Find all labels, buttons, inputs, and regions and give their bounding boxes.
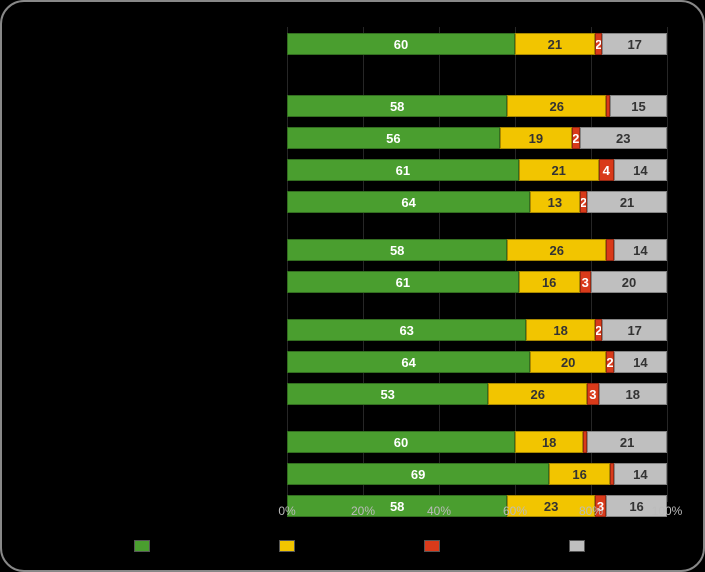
bar-segment-green: 60 (287, 33, 515, 55)
legend-item-red (424, 540, 446, 552)
bar-segment-gray: 23 (580, 127, 667, 149)
legend (72, 540, 653, 552)
bar-segment-green: 58 (287, 239, 507, 261)
bar-segment-yellow: 21 (515, 33, 595, 55)
swatch-yellow-icon (279, 540, 295, 552)
x-tick-label: 40% (427, 504, 451, 518)
bar-segment-red: 2 (606, 351, 614, 373)
bar-segment-red: 2 (580, 191, 588, 213)
bar-segment-red: 2 (595, 33, 603, 55)
swatch-gray-icon (569, 540, 585, 552)
bar-segment-gray: 18 (599, 383, 667, 405)
bar-segment-green: 61 (287, 159, 519, 181)
bar-row: 601821 (287, 431, 667, 453)
bar-row: 5619223 (287, 127, 667, 149)
bar-segment-red (606, 239, 614, 261)
bar-segment-yellow: 20 (530, 351, 606, 373)
bar-segment-gray: 21 (587, 431, 667, 453)
bar-segment-yellow: 26 (507, 239, 606, 261)
x-tick-label: 60% (503, 504, 527, 518)
bar-segment-gray: 14 (614, 239, 667, 261)
bar-segment-green: 58 (287, 95, 507, 117)
bar-segment-yellow: 18 (515, 431, 583, 453)
bar-row: 5326318 (287, 383, 667, 405)
bar-segment-gray: 15 (610, 95, 667, 117)
bar-segment-green: 56 (287, 127, 500, 149)
bar-row: 6420214 (287, 351, 667, 373)
bar-row: 582615 (287, 95, 667, 117)
bar-segment-green: 53 (287, 383, 488, 405)
legend-item-green (134, 540, 156, 552)
bar-segment-red: 2 (595, 319, 603, 341)
bar-segment-green: 69 (287, 463, 549, 485)
bar-segment-gray: 14 (614, 463, 667, 485)
bar-segment-green: 60 (287, 431, 515, 453)
bar-segment-green: 64 (287, 351, 530, 373)
x-tick-label: 100% (652, 504, 683, 518)
bar-segment-gray: 14 (614, 351, 667, 373)
bar-row: 6121414 (287, 159, 667, 181)
swatch-green-icon (134, 540, 150, 552)
bar-segment-yellow: 26 (488, 383, 587, 405)
bar-segment-yellow: 26 (507, 95, 606, 117)
bar-segment-gray: 17 (602, 319, 667, 341)
x-tick-label: 80% (579, 504, 603, 518)
bar-row: 691614 (287, 463, 667, 485)
x-tick-label: 20% (351, 504, 375, 518)
bar-segment-red: 3 (587, 383, 598, 405)
x-tick-label: 0% (278, 504, 295, 518)
bar-segment-red: 2 (572, 127, 580, 149)
bar-segment-gray: 17 (602, 33, 667, 55)
legend-item-gray (569, 540, 591, 552)
swatch-red-icon (424, 540, 440, 552)
bar-row: 6021217 (287, 33, 667, 55)
bar-row: 6413221 (287, 191, 667, 213)
bar-segment-red: 3 (580, 271, 591, 293)
bar-segment-yellow: 16 (519, 271, 580, 293)
bar-segment-gray: 21 (587, 191, 667, 213)
bar-segment-red: 4 (599, 159, 614, 181)
bar-segment-yellow: 19 (500, 127, 572, 149)
bar-segment-gray: 14 (614, 159, 667, 181)
legend-item-yellow (279, 540, 301, 552)
bar-segment-yellow: 16 (549, 463, 610, 485)
gridline (667, 27, 668, 502)
bar-row: 6318217 (287, 319, 667, 341)
chart-container: 6021217582615561922361214146413221582614… (0, 0, 705, 572)
x-axis: 0%20%40%60%80%100% (287, 504, 667, 524)
bar-segment-green: 64 (287, 191, 530, 213)
bar-row: 5826 14 (287, 239, 667, 261)
bar-segment-gray: 20 (591, 271, 667, 293)
bar-segment-green: 63 (287, 319, 526, 341)
bar-segment-yellow: 18 (526, 319, 594, 341)
bar-segment-green: 61 (287, 271, 519, 293)
bar-segment-yellow: 21 (519, 159, 599, 181)
bar-segment-yellow: 13 (530, 191, 579, 213)
bar-row: 6116320 (287, 271, 667, 293)
